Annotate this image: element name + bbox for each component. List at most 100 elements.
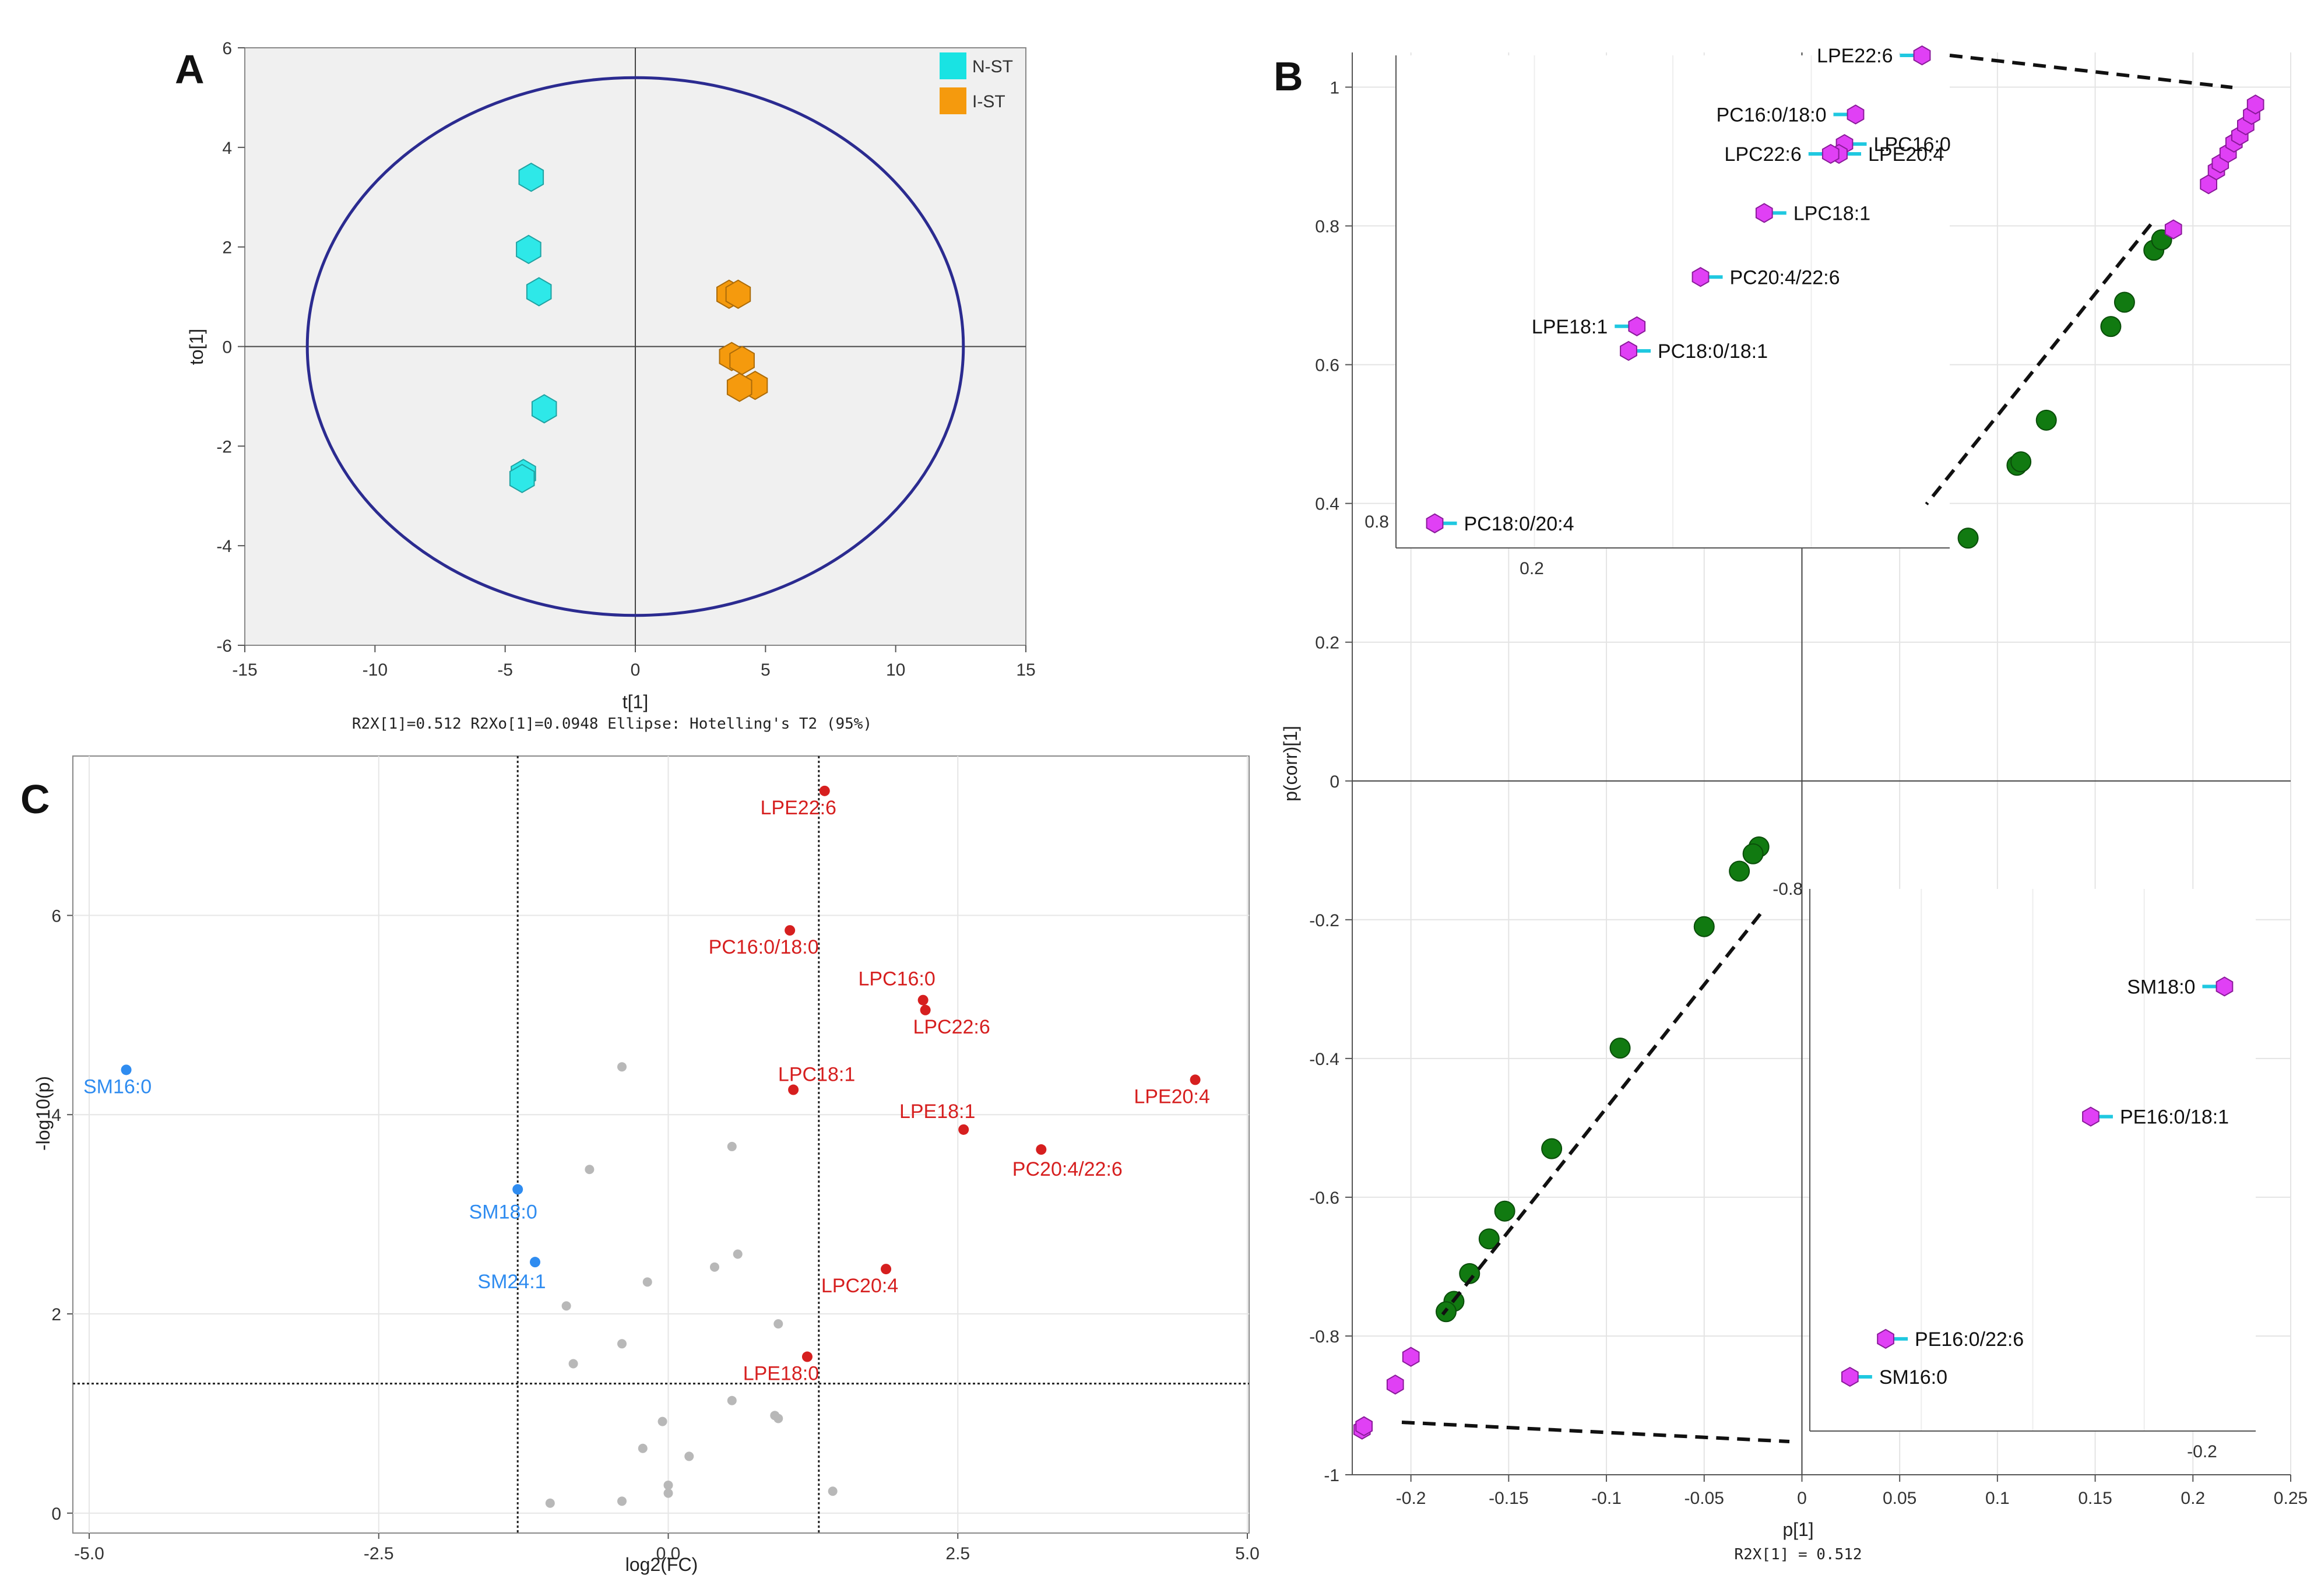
c-ns-point-3 [733, 1249, 743, 1259]
zoom-bottom-ytick-label: -0.8 [1773, 880, 1803, 899]
zoom-bottom-point-2 [1877, 1328, 1894, 1349]
b-green-point-15 [1478, 1228, 1500, 1250]
a-ytick-label-2: -2 [216, 437, 232, 456]
b-ytick-label-6: 0.2 [1315, 634, 1339, 653]
zoom-top-label-9: PC18:0/20:4 [1464, 513, 1574, 535]
zoom-top-xtick-label: 0.2 [1520, 559, 1544, 578]
b-ytick-label-3: -0.4 [1309, 1050, 1339, 1069]
c-ns-point-5 [642, 1277, 652, 1287]
b-magenta-point-13 [1355, 1416, 1373, 1436]
b-green-point-0 [1957, 528, 1979, 549]
c-up-label-2: LPC16:0 [858, 968, 935, 990]
zoom-top-point-1 [1847, 104, 1865, 125]
a-point-i-st-1 [725, 279, 751, 309]
panel-c-xlabel: log2(FC) [625, 1554, 698, 1575]
c-up-label-6: LPE20:4 [1134, 1085, 1209, 1108]
b-xtick-label-6: 0.1 [1985, 1489, 2010, 1508]
zoom-top-point-9 [1426, 513, 1444, 533]
c-up-label-9: LPE18:0 [743, 1363, 819, 1385]
panel-b-ylabel: p(corr)[1] [1280, 726, 1301, 801]
c-up-point-4 [788, 1084, 799, 1095]
a-xtick-label-0: -15 [232, 660, 257, 680]
c-down-label-0: SM16:0 [83, 1075, 152, 1098]
a-ytick-label-6: 6 [222, 39, 232, 58]
legend-label-nst: N-ST [972, 57, 1013, 76]
c-up-point-5 [958, 1124, 969, 1135]
zoom-inset-bottom: -0.2 -0.8 SM18:0 PE16:0/18:1 PE16:0/22:6 SM16… [1773, 880, 2256, 1461]
zoom-bottom-point-3 [1841, 1366, 1859, 1387]
b-xtick-label-9: 0.25 [2274, 1489, 2308, 1508]
zoom-top-label-2: LPC16:0 [1874, 133, 1951, 156]
zoom-bottom-label-1: PE16:0/18:1 [2120, 1106, 2229, 1129]
a-ytick-label-1: -4 [216, 537, 232, 556]
zoom-top-label-1: PC16:0/18:0 [1716, 104, 1826, 126]
c-up-point-2 [917, 994, 929, 1006]
zoom-top-ytick-label: 0.8 [1365, 512, 1389, 532]
b-xtick-label-5: 0.05 [1883, 1489, 1916, 1508]
connector-bottom-1 [1441, 913, 1762, 1316]
c-up-label-8: LPC20:4 [821, 1275, 898, 1297]
c-xtick-label-0: -5.0 [74, 1544, 104, 1563]
a-xtick-label-3: 0 [631, 660, 641, 680]
c-ns-point-10 [727, 1395, 737, 1405]
c-xtick-label-3: 2.5 [945, 1544, 970, 1563]
legend-swatch-nst [940, 52, 966, 79]
c-ns-point-20 [617, 1496, 627, 1506]
b-green-point-12 [1609, 1038, 1631, 1059]
b-xtick-label-3: -0.05 [1685, 1489, 1724, 1508]
panel-b-xlabel: p[1] [1782, 1519, 1813, 1540]
b-green-point-11 [1693, 916, 1715, 937]
b-green-point-4 [2100, 316, 2122, 338]
a-point-i-st-5 [726, 372, 752, 402]
c-ytick-label-0: 0 [51, 1504, 61, 1524]
b-magenta-point-8 [2246, 94, 2264, 115]
a-xtick-label-2: -5 [497, 660, 513, 680]
zoom-top-point-8 [1620, 340, 1637, 361]
b-green-point-5 [2113, 291, 2135, 313]
panel-a-ylabel: to[1] [186, 329, 207, 365]
a-xtick-label-5: 10 [886, 660, 905, 680]
panel-c-ylabel: -log10(p) [33, 1076, 54, 1151]
c-up-label-4: LPC18:1 [778, 1064, 855, 1086]
panel-a-xlabel: t[1] [623, 691, 648, 712]
c-up-point-7 [1036, 1144, 1047, 1155]
c-ns-point-4 [709, 1262, 719, 1272]
b-ytick-label-8: 0.6 [1315, 356, 1339, 375]
zoom-bottom-xtick-label: -0.2 [2187, 1442, 2217, 1461]
c-down-label-1: SM18:0 [469, 1201, 537, 1223]
c-ns-point-14 [638, 1443, 648, 1453]
zoom-bottom-label-0: SM18:0 [2127, 976, 2195, 998]
zoom-bottom-label-3: SM16:0 [1879, 1366, 1947, 1388]
a-point-n-st-5 [509, 463, 535, 494]
panel-label-a: A [175, 47, 205, 92]
zoom-top-label-3: LPE20:4 [1868, 143, 1944, 166]
c-xtick-label-2: 0.0 [656, 1544, 681, 1563]
zoom-top-label-0: LPE22:6 [1817, 45, 1893, 67]
b-xtick-label-0: -0.2 [1396, 1489, 1426, 1508]
c-up-point-9 [801, 1351, 813, 1362]
c-ns-point-15 [684, 1451, 694, 1461]
b-magenta-point-9 [2164, 219, 2182, 240]
b-ytick-label-2: -0.6 [1309, 1189, 1339, 1208]
c-ns-point-19 [545, 1498, 555, 1508]
b-ytick-label-9: 0.8 [1315, 217, 1339, 237]
c-ns-point-0 [617, 1062, 627, 1072]
c-ytick-label-3: 6 [51, 906, 61, 926]
c-up-point-3 [920, 1004, 931, 1015]
panel-c-volcano: -5.0 -2.5 0.0 2.5 5.0 0 2 4 6 LPE22:6 PC16:0/18:0… [33, 755, 1260, 1575]
hotelling-ellipse [305, 76, 965, 617]
zoom-top-label-5: LPC18:1 [1794, 202, 1870, 224]
c-ns-point-18 [828, 1486, 838, 1496]
c-ytick-label-2: 4 [51, 1106, 61, 1125]
connector-top-2 [1925, 223, 2153, 505]
zoom-top-label-6: PC20:4/22:6 [1730, 266, 1840, 289]
panel-c-plot-area [72, 755, 1250, 1534]
b-ytick-label-4: -0.2 [1309, 911, 1339, 930]
b-green-point-2 [2010, 451, 2032, 473]
c-down-point-0 [121, 1064, 132, 1075]
b-green-point-9 [1742, 843, 1764, 864]
c-up-label-3: LPC22:6 [913, 1016, 990, 1038]
a-point-n-st-0 [518, 162, 544, 192]
